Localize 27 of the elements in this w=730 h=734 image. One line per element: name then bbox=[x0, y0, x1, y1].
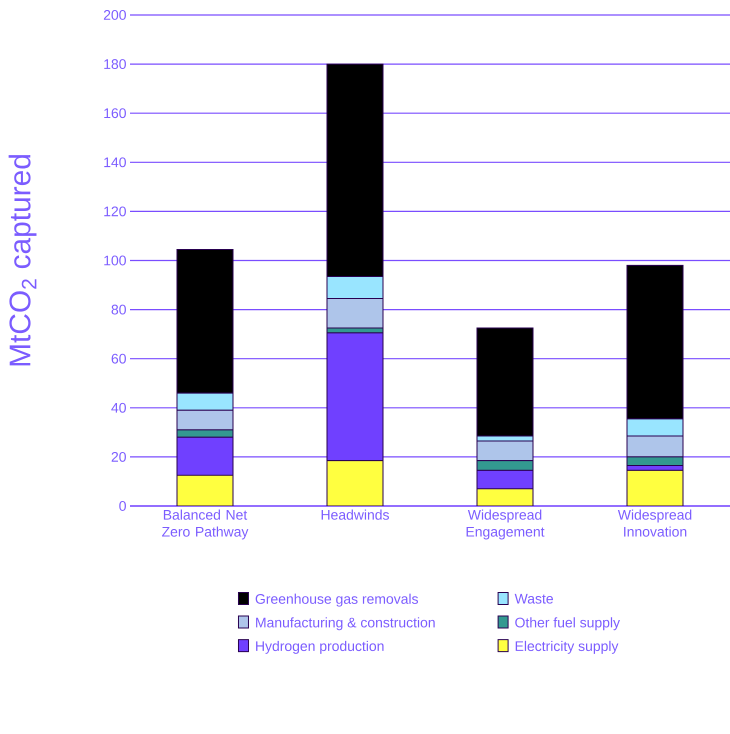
x-tick-label: Widespread Engagement bbox=[466, 510, 544, 540]
bar bbox=[326, 460, 384, 506]
y-tick-label: 120 bbox=[104, 206, 126, 216]
x-tick-label: Balanced Net Zero Pathway bbox=[162, 510, 248, 540]
y-tick-label: 140 bbox=[104, 157, 126, 168]
legend-label: Electricity supply bbox=[516, 640, 618, 654]
y-tick-label: 0 bbox=[119, 501, 126, 511]
bar bbox=[176, 474, 234, 506]
bar bbox=[626, 470, 684, 506]
y-tick-label: 100 bbox=[104, 256, 126, 266]
legend-label: Waste bbox=[514, 594, 553, 604]
y-tick-label: 180 bbox=[104, 59, 126, 70]
x-tick-label: Widespread Innovation bbox=[618, 510, 692, 537]
y-tick-label: 160 bbox=[104, 108, 126, 118]
bar bbox=[476, 488, 534, 506]
y-tick-label: 20 bbox=[112, 452, 126, 462]
y-tick-label: 80 bbox=[112, 304, 126, 315]
legend-label: Other fuel supply bbox=[515, 617, 620, 630]
y-tick-label: 40 bbox=[111, 402, 126, 413]
legend-label: Greenhouse gas removals bbox=[256, 594, 418, 607]
x-tick-label: Headwinds bbox=[322, 510, 389, 520]
y-tick-label: 200 bbox=[104, 10, 126, 20]
y-axis-title: MtCO$_{2}$ captured bbox=[8, 155, 36, 366]
legend-label: Hydrogen production bbox=[256, 640, 384, 654]
y-tick-label: 60 bbox=[112, 354, 126, 364]
legend-label: Manufacturing & construction bbox=[256, 617, 435, 630]
bar bbox=[476, 328, 534, 437]
